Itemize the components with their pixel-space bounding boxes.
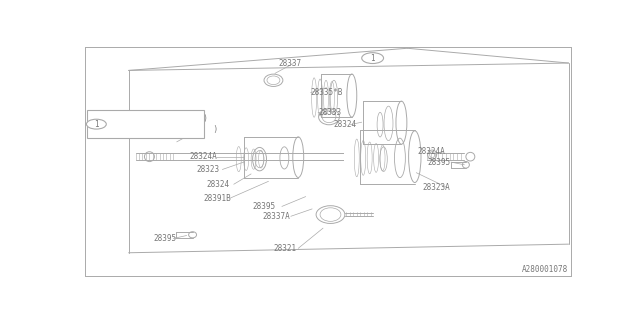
Text: 28392: 28392 [110, 115, 133, 124]
Text: 28337: 28337 [278, 59, 301, 68]
Text: 28333: 28333 [318, 108, 341, 117]
Text: 28335*B: 28335*B [310, 88, 343, 97]
Text: 28323: 28323 [196, 165, 220, 174]
Text: 28321: 28321 [273, 244, 296, 253]
Text: 28323A: 28323A [422, 183, 450, 192]
Bar [88, 110, 204, 138]
Text: 1: 1 [371, 54, 375, 63]
Text: 28324: 28324 [333, 120, 356, 129]
Text: 28391B: 28391B [203, 194, 231, 203]
Text: 28392D: 28392D [110, 125, 138, 134]
Text: 28324A: 28324A [189, 152, 217, 161]
Text: 28395: 28395 [154, 234, 177, 243]
Text: 28324A: 28324A [417, 147, 445, 156]
Text: A280001078: A280001078 [522, 266, 568, 275]
Text: 28395: 28395 [428, 157, 451, 167]
Text: 28335*B: 28335*B [163, 130, 196, 139]
Text: (9705-9706): (9705-9706) [158, 115, 209, 124]
Text: 28324: 28324 [207, 180, 230, 189]
Text: 28395: 28395 [252, 202, 275, 211]
Text: 28337A: 28337A [262, 212, 290, 221]
Text: (9707-      ): (9707- ) [158, 125, 218, 134]
Circle shape [362, 53, 383, 64]
Text: 1: 1 [94, 120, 99, 129]
Circle shape [86, 119, 106, 129]
